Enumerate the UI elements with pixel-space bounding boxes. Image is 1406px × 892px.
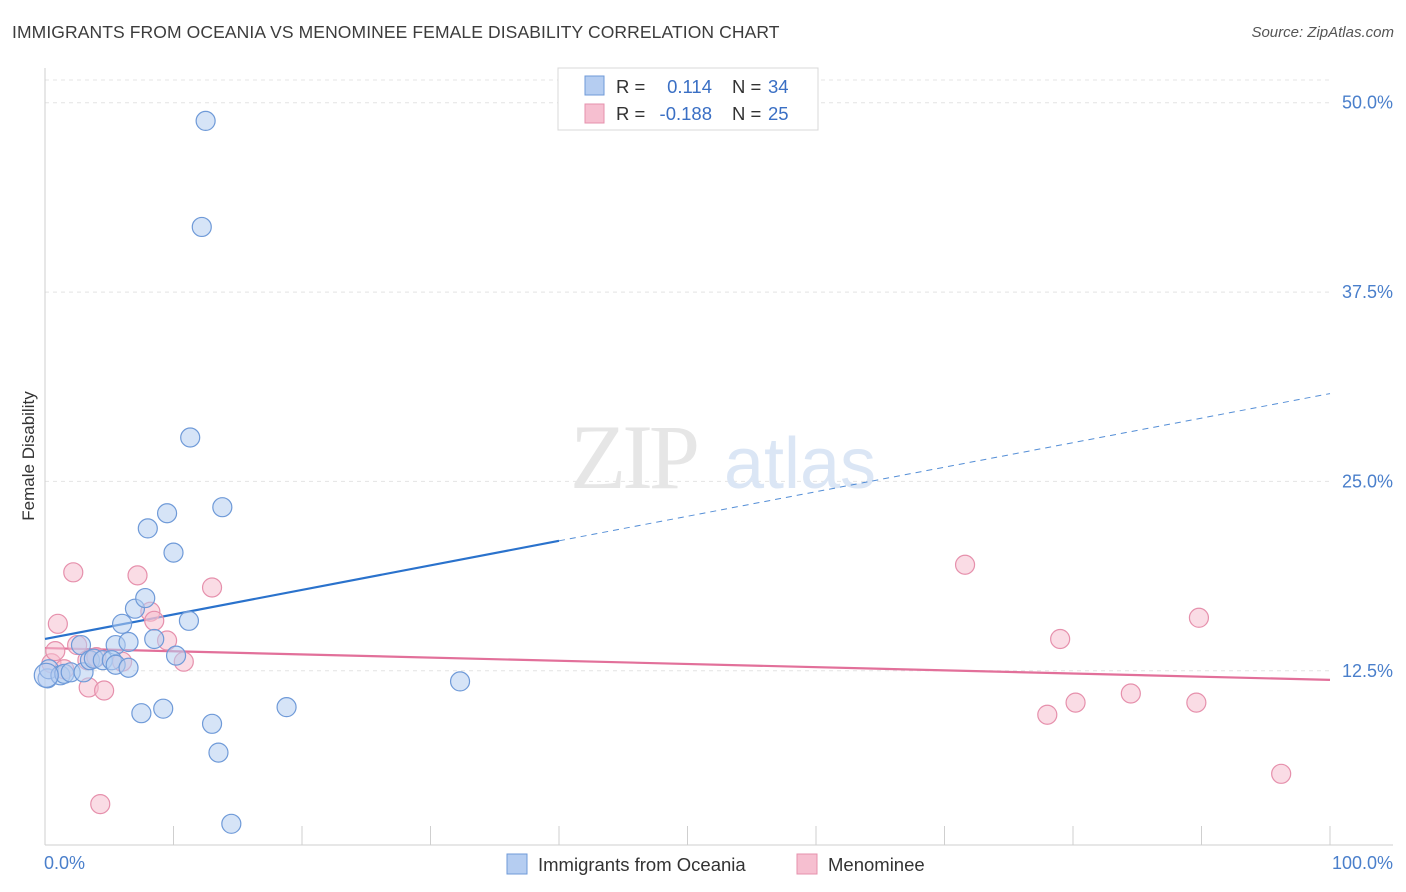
point-oceania-cluster — [33, 662, 59, 688]
legend-swatch-oceania — [506, 853, 528, 875]
point-menominee-20 — [1037, 704, 1058, 725]
grid-lines — [45, 79, 1330, 672]
point-oceania-18 — [135, 587, 156, 609]
point-menominee-1 — [45, 640, 66, 662]
point-oceania-23 — [163, 542, 184, 563]
stats-n-value-blue: 34 — [768, 76, 789, 97]
point-menominee-24 — [1186, 692, 1207, 713]
point-oceania-19 — [137, 518, 158, 539]
y-tick-label-0: 12.5% — [1342, 661, 1393, 681]
watermark: ZIP atlas — [570, 406, 876, 508]
legend-swatch-menominee — [796, 853, 818, 875]
point-menominee-21 — [1050, 628, 1071, 650]
x-tick-label-max: 100.0% — [1332, 853, 1393, 873]
point-oceania-32 — [221, 813, 242, 834]
series-legend: Immigrants from Oceania Menominee — [506, 853, 925, 875]
stats-r-label-pink: R = — [616, 103, 645, 124]
point-menominee-22 — [1065, 692, 1086, 713]
point-oceania-28 — [195, 110, 216, 132]
point-oceania-30 — [208, 742, 229, 763]
point-oceania-14 — [111, 613, 133, 634]
point-menominee-4 — [63, 562, 84, 583]
y-axis-label: Female Disability — [19, 391, 38, 521]
point-oceania-34 — [449, 671, 471, 692]
point-menominee-14 — [144, 610, 165, 631]
point-oceania-16 — [118, 631, 139, 653]
stats-r-value-blue: 0.114 — [667, 76, 712, 97]
legend-label-oceania: Immigrants from Oceania — [538, 854, 746, 875]
point-oceania-27 — [191, 216, 212, 238]
trend-line-menominee — [44, 646, 1331, 681]
point-oceania-22 — [156, 503, 178, 524]
stats-n-label-blue: N = — [732, 76, 761, 97]
point-menominee-18 — [1120, 683, 1141, 704]
point-oceania-17 — [131, 703, 152, 724]
source-label: Source: ZipAtlas.com — [1251, 24, 1394, 41]
point-oceania-24 — [165, 645, 187, 666]
point-menominee-12 — [127, 565, 148, 586]
point-oceania-33 — [276, 697, 297, 718]
point-menominee-23 — [1188, 607, 1210, 628]
point-menominee-19 — [1271, 763, 1292, 784]
point-oceania-20 — [144, 628, 165, 650]
stats-legend: R = 0.114 N = 34 R = -0.188 N = 25 — [557, 67, 819, 131]
point-oceania-21 — [153, 698, 174, 719]
axes — [44, 68, 1393, 846]
legend-label-menominee: Menominee — [828, 854, 925, 875]
data-points — [33, 110, 1292, 834]
point-menominee-25 — [954, 554, 976, 575]
chart-title: IMMIGRANTS FROM OCEANIA VS MENOMINEE FEM… — [12, 22, 780, 42]
y-tick-label-1: 25.0% — [1342, 471, 1393, 491]
y-tick-label-2: 37.5% — [1342, 282, 1393, 302]
watermark-zip: ZIP — [570, 406, 697, 508]
point-menominee-9 — [90, 793, 111, 815]
point-menominee-10 — [94, 680, 115, 701]
stats-r-label-blue: R = — [616, 76, 645, 97]
stats-n-label-pink: N = — [732, 103, 761, 124]
stats-r-value-pink: -0.188 — [660, 103, 712, 124]
point-menominee-2 — [47, 613, 68, 634]
point-oceania-5 — [70, 634, 92, 656]
point-oceania-31 — [212, 497, 233, 518]
point-oceania-25 — [178, 610, 200, 631]
stats-n-value-pink: 25 — [768, 103, 789, 124]
stats-swatch-pink — [584, 103, 605, 124]
point-oceania-29 — [201, 713, 223, 734]
trend-line-oceania-extrapolated — [558, 393, 1331, 542]
point-menominee-17 — [201, 577, 223, 598]
point-oceania-26 — [180, 427, 201, 448]
stats-swatch-blue — [584, 75, 605, 96]
axis-ticks: 12.5% 25.0% 37.5% 50.0% 0.0% 100.0% — [44, 93, 1393, 873]
watermark-atlas: atlas — [724, 424, 876, 504]
point-oceania-13 — [118, 657, 139, 678]
y-tick-label-3: 50.0% — [1342, 93, 1393, 113]
x-tick-label-min: 0.0% — [44, 853, 85, 873]
